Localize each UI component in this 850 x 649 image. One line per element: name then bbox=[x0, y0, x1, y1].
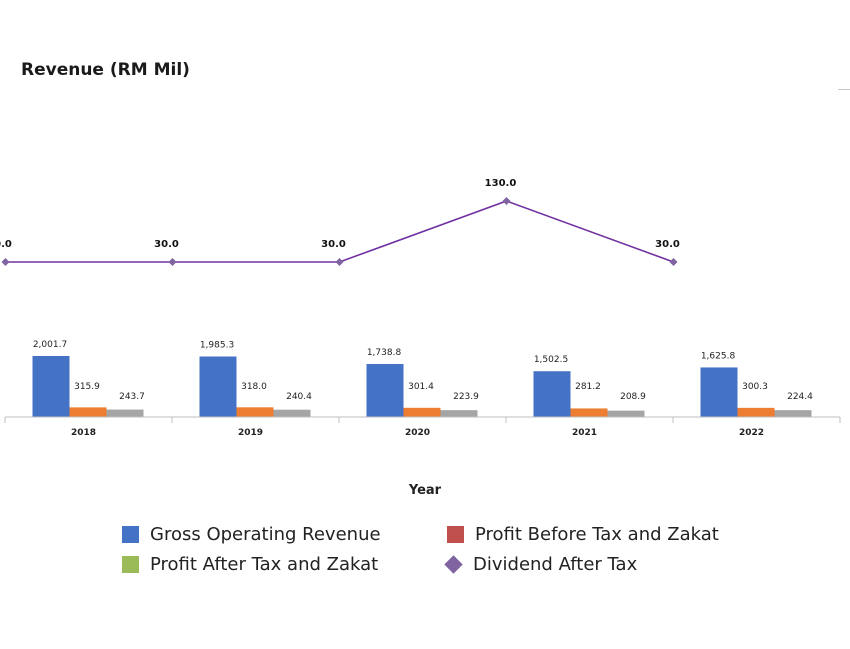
bar-profit-before-tax-and-zakat-2021 bbox=[570, 408, 608, 417]
dividend-label: 30.0 bbox=[154, 239, 179, 250]
legend-swatch bbox=[447, 525, 464, 543]
x-axis: 2018 2019 2020 2021 2022 bbox=[4, 416, 841, 438]
dividend-marker-2022 bbox=[669, 258, 678, 266]
data-label: 1,985.3 bbox=[200, 340, 234, 350]
legend-swatch bbox=[122, 525, 139, 543]
legend-item-gross-operating-revenue: Gross Operating Revenue bbox=[122, 523, 381, 545]
data-label: 281.2 bbox=[575, 382, 601, 392]
dividend-marker-2019 bbox=[168, 258, 177, 266]
legend-item-profit-before-tax: Profit Before Tax and Zakat bbox=[447, 523, 719, 545]
data-label: 1,738.8 bbox=[367, 348, 402, 358]
dividend-line bbox=[5, 200, 674, 263]
x-tick-label-2021: 2021 bbox=[572, 428, 597, 438]
bar-profit-before-tax-and-zakat-2018 bbox=[69, 407, 107, 417]
legend-label: Profit After Tax and Zakat bbox=[150, 553, 379, 575]
bar-profit-after-tax-and-zakat-2022 bbox=[774, 410, 812, 417]
data-label: 1,625.8 bbox=[701, 351, 736, 361]
dividend-label: 30.0 bbox=[655, 239, 680, 250]
bar-profit-before-tax-and-zakat-2022 bbox=[737, 407, 775, 417]
bar-profit-after-tax-and-zakat-2021 bbox=[607, 410, 645, 417]
x-tick-label-2022: 2022 bbox=[739, 428, 764, 438]
x-tick-label-2020: 2020 bbox=[405, 428, 430, 438]
legend-label: Profit Before Tax and Zakat bbox=[475, 523, 719, 545]
legend-diamond-marker bbox=[444, 554, 463, 574]
data-label: 208.9 bbox=[620, 392, 646, 402]
data-label: 318.0 bbox=[241, 382, 267, 392]
legend-item-profit-after-tax: Profit After Tax and Zakat bbox=[122, 553, 378, 575]
data-label: 224.4 bbox=[787, 392, 813, 402]
dividend-label: 30.0 bbox=[321, 239, 346, 250]
data-label: 315.9 bbox=[74, 382, 100, 392]
data-label: 223.9 bbox=[453, 392, 479, 402]
dividend-marker-2020 bbox=[335, 258, 344, 266]
bar-profit-after-tax-and-zakat-2020 bbox=[440, 410, 478, 417]
bar-gross-operating-revenue-2020 bbox=[366, 364, 404, 417]
dividend-marker-2018 bbox=[1, 258, 10, 266]
data-label-layer: 2,001.7 1,985.3 1,738.8 1,502.5 1,625.8 315.9… bbox=[0, 178, 813, 402]
bar-profit-after-tax-and-zakat-2018 bbox=[106, 409, 144, 417]
dividend-marker-2021 bbox=[502, 197, 511, 205]
data-label: 2,001.7 bbox=[33, 340, 67, 350]
frame-corner-mark bbox=[838, 89, 850, 90]
legend-item-dividend-after-tax: Dividend After Tax bbox=[444, 553, 638, 575]
dividend-label: 130.0 bbox=[485, 178, 517, 189]
chart-title: Revenue (RM Mil) bbox=[21, 60, 190, 80]
bar-gross-operating-revenue-2021 bbox=[533, 371, 571, 417]
data-label: 300.3 bbox=[742, 382, 768, 392]
bar-layer bbox=[32, 356, 812, 417]
bar-gross-operating-revenue-2018 bbox=[32, 356, 70, 417]
data-label: 1,502.5 bbox=[534, 355, 568, 365]
bar-profit-after-tax-and-zakat-2019 bbox=[273, 409, 311, 417]
bar-profit-before-tax-and-zakat-2019 bbox=[236, 407, 274, 417]
dividend-line-layer bbox=[1, 197, 678, 266]
x-tick-label-2018: 2018 bbox=[71, 428, 96, 438]
data-label: 240.4 bbox=[286, 392, 312, 402]
data-label: 243.7 bbox=[119, 392, 145, 402]
x-axis-title: Year bbox=[408, 483, 442, 498]
dividend-label: 30.0 bbox=[0, 239, 12, 250]
legend-label: Dividend After Tax bbox=[473, 553, 638, 575]
legend-label: Gross Operating Revenue bbox=[150, 523, 381, 545]
bar-profit-before-tax-and-zakat-2020 bbox=[403, 407, 441, 417]
data-label: 301.4 bbox=[408, 382, 434, 392]
x-tick-label-2019: 2019 bbox=[238, 428, 263, 438]
bar-gross-operating-revenue-2022 bbox=[700, 367, 738, 417]
bar-gross-operating-revenue-2019 bbox=[199, 356, 237, 417]
legend-swatch bbox=[122, 555, 139, 573]
